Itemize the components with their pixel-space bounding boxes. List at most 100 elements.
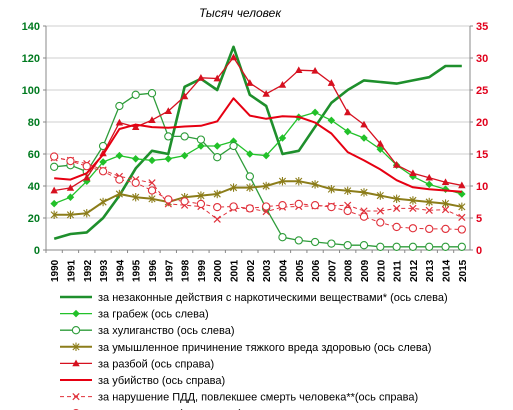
data-point-rape <box>278 201 287 210</box>
data-point-grievous-harm <box>295 177 303 186</box>
data-point-grievous-harm <box>409 196 417 205</box>
data-point-traffic-death <box>441 206 450 214</box>
data-point-brigandage <box>343 108 352 116</box>
data-point-rape <box>262 202 271 211</box>
marker-stroke <box>72 392 80 401</box>
legend-item-grievous-harm: за умышленное причинение тяжкого вреда з… <box>60 342 431 354</box>
x-tick-label: 2006 <box>311 259 322 282</box>
x-tick-label: 2007 <box>327 259 338 282</box>
data-point-rape <box>294 199 303 209</box>
x-tick-label: 2005 <box>295 259 306 282</box>
legend-item-traffic-death: за нарушение ПДД, повлекшее смерть челов… <box>60 392 418 404</box>
legend-item-robbery: за грабеж (ось слева) <box>60 309 209 321</box>
data-point-hooliganism <box>147 89 157 98</box>
data-point-hooliganism <box>457 242 466 251</box>
data-point-robbery <box>131 155 140 163</box>
data-point-grievous-harm <box>50 210 58 219</box>
data-point-hooliganism <box>115 101 124 111</box>
legend-swatch-marker <box>72 342 80 351</box>
x-tick-label: 2002 <box>246 259 257 282</box>
data-point-hooliganism <box>294 236 303 245</box>
data-point-brigandage <box>148 116 156 123</box>
y-right-tick-label: 5 <box>476 213 482 225</box>
data-point-robbery <box>197 142 205 150</box>
y-left-tick-label: 40 <box>28 181 40 193</box>
legend-label: за нарушение ПДД, повлекшее смерть челов… <box>98 392 418 404</box>
marker-stroke <box>213 215 221 223</box>
series-rape <box>50 152 466 234</box>
data-point-brigandage <box>441 178 450 186</box>
data-point-brigandage <box>131 123 140 130</box>
legend-label: за незаконные действия с наркотическими … <box>98 292 448 304</box>
data-point-rape <box>147 186 157 195</box>
data-point-robbery <box>327 116 336 125</box>
marker-stroke <box>409 204 417 213</box>
data-point-brigandage <box>327 79 336 86</box>
data-point-rape <box>327 202 336 212</box>
data-point-grievous-harm <box>311 180 319 189</box>
series-line-grievous-harm <box>54 180 462 216</box>
legend-swatch-marker <box>72 392 80 401</box>
data-point-rape <box>343 206 352 216</box>
x-tick-label: 2001 <box>230 259 241 282</box>
data-point-brigandage <box>66 184 75 191</box>
data-point-hooliganism <box>278 233 287 242</box>
y-left-tick-label: 120 <box>22 53 40 65</box>
y-right-tick-label: 20 <box>476 117 488 129</box>
data-point-brigandage <box>360 120 368 128</box>
x-tick-label: 2009 <box>360 259 371 282</box>
y-right-tick-label: 10 <box>476 181 488 193</box>
x-tick-label: 2011 <box>393 260 404 282</box>
legend-item-hooliganism: за хулиганство (ось слева) <box>60 325 235 337</box>
legend: за незаконные действия с наркотическими … <box>60 292 448 410</box>
y-left-tick-label: 20 <box>28 213 40 225</box>
data-point-hooliganism <box>164 132 173 141</box>
data-point-grievous-harm <box>376 191 384 200</box>
x-tick-label: 2008 <box>344 259 355 282</box>
data-point-robbery <box>66 193 75 201</box>
legend-label: за убийство (ось справа) <box>98 375 225 387</box>
data-point-robbery <box>376 145 385 153</box>
legend-label: за грабеж (ось слева) <box>98 309 209 321</box>
data-point-grievous-harm <box>344 186 352 195</box>
x-tick-label: 2004 <box>278 259 289 282</box>
data-point-grievous-harm <box>425 197 433 207</box>
data-point-rape <box>82 162 91 171</box>
y-left-tick-label: 140 <box>22 21 40 33</box>
data-point-robbery <box>213 142 221 150</box>
data-point-hooliganism <box>196 135 206 144</box>
data-point-grievous-harm <box>246 183 254 192</box>
series-line-brigandage <box>54 56 462 192</box>
data-point-grievous-harm <box>197 191 205 200</box>
data-point-brigandage <box>311 66 319 74</box>
x-tick-label: 1998 <box>181 259 192 282</box>
data-point-rape <box>213 202 222 212</box>
x-tick-label: 1999 <box>197 259 208 282</box>
data-point-grievous-harm <box>278 177 287 186</box>
y-right-tick-label: 15 <box>476 149 488 161</box>
data-point-robbery <box>164 155 173 163</box>
data-point-traffic-death <box>376 207 384 215</box>
data-point-rape <box>229 202 238 211</box>
data-point-grievous-harm <box>115 189 123 199</box>
series-layer <box>50 45 466 251</box>
data-point-grievous-harm <box>229 183 238 192</box>
x-tick-label: 1995 <box>132 259 143 282</box>
data-point-brigandage <box>213 74 221 82</box>
series-grievous-harm <box>50 177 466 219</box>
marker-stroke <box>441 206 450 214</box>
y-right-tick-label: 0 <box>476 245 482 257</box>
legend-label: за хулиганство (ось слева) <box>98 325 235 337</box>
data-point-traffic-death <box>360 207 368 215</box>
series-line-murder <box>54 97 462 193</box>
data-point-hooliganism <box>425 242 434 251</box>
data-point-brigandage <box>458 181 466 189</box>
data-point-grievous-harm <box>99 197 107 207</box>
data-point-grievous-harm <box>213 189 221 199</box>
data-point-robbery <box>50 199 58 208</box>
data-point-grievous-harm <box>83 209 91 218</box>
marker-stroke <box>392 204 401 213</box>
data-point-rape <box>408 224 418 233</box>
data-point-rape <box>115 175 124 184</box>
series-murder <box>54 97 462 193</box>
